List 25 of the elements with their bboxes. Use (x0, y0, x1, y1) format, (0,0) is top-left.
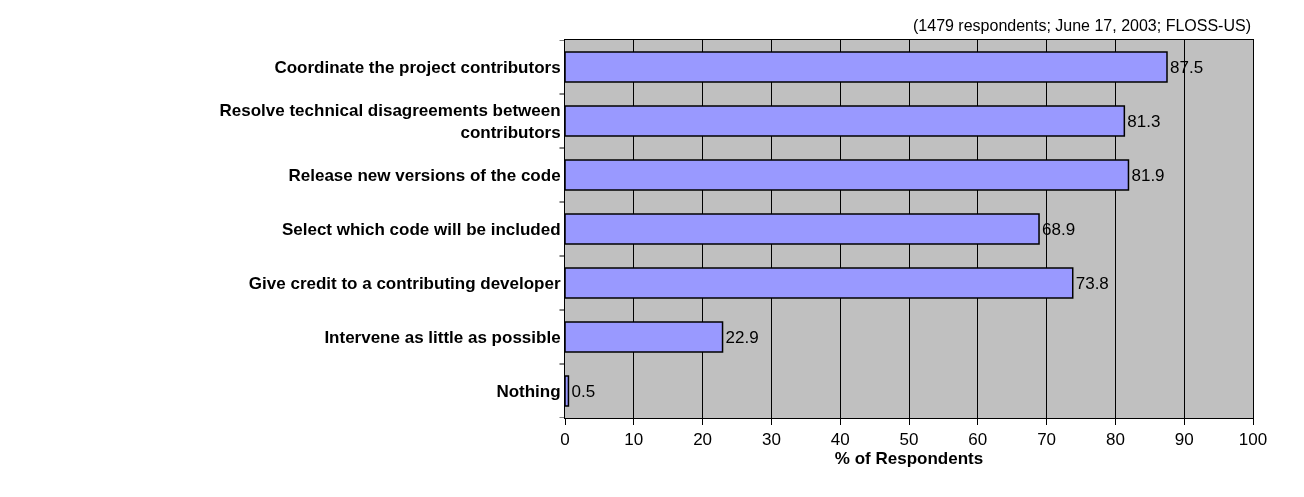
x-tick-label: 70 (1037, 430, 1057, 450)
data-label: 81.9 (1131, 165, 1165, 185)
x-tick-label: 80 (1105, 430, 1125, 450)
y-tick-label: Select which code will be included (281, 219, 561, 239)
text: (1479 respondents; June 17, 2003; FLOSS-US) (913, 17, 1251, 34)
x-tick-label: 50 (899, 430, 919, 450)
y-tick-label: Intervene as little as possible (324, 327, 561, 347)
data-label: 0.5 (571, 381, 596, 401)
x-tick-label: 60 (968, 430, 988, 450)
data-label: 73.8 (1075, 273, 1109, 293)
x-tick-label: 10 (624, 430, 644, 450)
data-label: 81.3 (1127, 111, 1161, 131)
x-tick-label: 40 (830, 430, 850, 450)
x-tick-label: 90 (1174, 430, 1194, 450)
y-tick-label: Coordinate the project contributors (274, 57, 561, 77)
data-label: 22.9 (725, 327, 759, 347)
y-tick-label: Give credit to a contributing developer (248, 273, 561, 293)
y-tick-label: Resolve technical disagreements between contributors (219, 100, 561, 142)
y-tick-label: Nothing (496, 381, 561, 401)
x-tick-label: 0 (560, 430, 570, 450)
x-tick-label: 30 (761, 430, 781, 450)
x-tick-label: 100 (1238, 430, 1268, 450)
x-tick-label: 20 (693, 430, 713, 450)
x-axis-title: % of Respondents (834, 449, 984, 469)
y-tick-label: Release new versions of the code (288, 165, 561, 185)
